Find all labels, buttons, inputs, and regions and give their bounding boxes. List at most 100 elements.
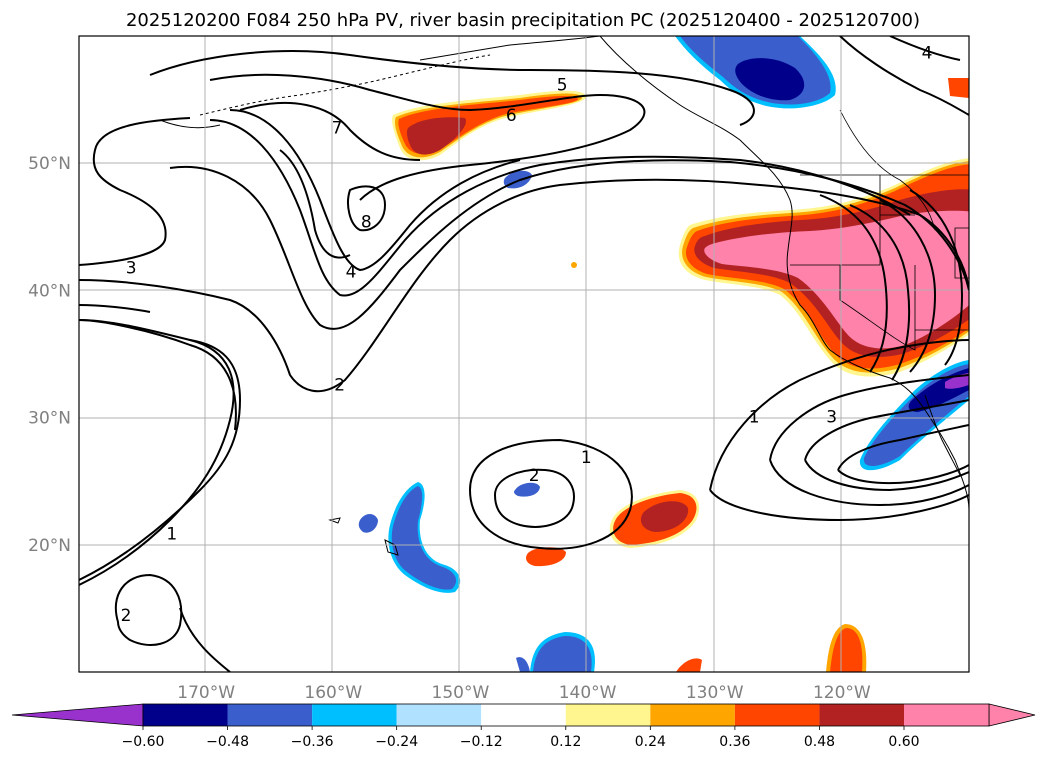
anomaly-positive-corner (948, 78, 969, 98)
pv-contour-4-east (837, 424, 969, 471)
colorbar-tick-label: 0.12 (550, 734, 581, 750)
pv-contour-4-northeast (839, 36, 969, 116)
pv-contour-2-west (79, 319, 237, 431)
colorbar-segment (904, 704, 989, 726)
pv-contour-3-west (79, 117, 191, 266)
pv-contour-label: 2 (334, 376, 345, 396)
colorbar-tick-label: 0.36 (719, 734, 750, 750)
pv-contour-1-center (468, 438, 633, 550)
pv-contour-west-coast-1 (819, 194, 888, 373)
pv-contour-5 (149, 50, 755, 126)
pv-contour-label: 2 (529, 466, 540, 486)
pv-contour-label: 3 (126, 259, 137, 279)
y-tick-label: 50°N (28, 154, 71, 174)
y-tick-label: 30°N (28, 409, 71, 429)
pv-contour-2-east (769, 374, 969, 461)
colorbar-segment (650, 704, 735, 726)
anomaly-negative-alaska (675, 36, 836, 109)
colorbar-segment (312, 704, 397, 726)
pv-contour-5-northeast (889, 36, 961, 61)
pv-contour-label: 5 (557, 75, 568, 95)
colorbar-tick-label: −0.48 (206, 734, 249, 750)
y-axis-ticks: 50°N 40°N 30°N 20°N (28, 154, 71, 556)
colorbar-tick-label: 0.24 (635, 734, 666, 750)
pv-contour-2-main (79, 178, 969, 393)
alaska-coast (419, 36, 601, 61)
colorbar-tick-label: −0.24 (375, 734, 418, 750)
pv-contours (79, 36, 969, 672)
pv-contour-label: 4 (922, 44, 933, 64)
pv-contour-7 (239, 101, 421, 161)
x-tick-label: 160°W (304, 683, 362, 703)
x-tick-label: 140°W (559, 683, 617, 703)
pv-contour-2-east-b (769, 459, 969, 507)
map-area: 5 6 7 8 4 3 2 1 2 1 2 1 3 4 (79, 36, 969, 672)
colorbar-extend-min (11, 703, 144, 727)
pv-contour-label: 2 (121, 606, 132, 626)
pv-contour-1-west (79, 319, 235, 586)
pv-contour-5b (279, 149, 351, 259)
x-axis-ticks: 170°W 160°W 150°W 140°W 130°W 120°W (177, 683, 871, 703)
state-border-5 (954, 227, 969, 279)
pv-contour-1-east-b (709, 489, 969, 522)
map-frame (78, 35, 970, 673)
pv-contour-label: 6 (506, 106, 517, 126)
pv-contour-6 (209, 73, 646, 201)
pv-contour-2-center (493, 468, 575, 528)
pv-contour-3-east-b (804, 459, 969, 492)
x-tick-label: 120°W (813, 683, 871, 703)
colorbar-segment (819, 704, 904, 726)
ocean-background (79, 36, 969, 672)
pv-contour-west-edge (79, 304, 151, 313)
state-border-2 (839, 265, 916, 351)
anomaly-positive-south (676, 658, 702, 672)
pv-contour-1-east (709, 339, 969, 491)
hawaii-island-small (328, 517, 341, 524)
anomaly-negative-small-center (514, 482, 540, 497)
pv-contour-west-coast-3 (879, 199, 937, 373)
colorbar-tick-label: −0.12 (460, 734, 503, 750)
colorbar-tick-label: 0.48 (804, 734, 835, 750)
pv-contour-4b (229, 109, 521, 272)
colorbar-extend-max (988, 703, 1036, 727)
colorbar-segment (565, 704, 651, 726)
x-tick-label: 170°W (177, 683, 235, 703)
pv-contour-4-east-b (837, 464, 969, 485)
colorbar-tick-label: −0.60 (122, 734, 165, 750)
colorbar-segment (481, 704, 566, 726)
anomaly-positive-small (526, 547, 566, 567)
colorbar-segment (227, 704, 313, 726)
pv-contour-west-coast-4 (909, 189, 964, 366)
anomaly-positive-dot (571, 262, 577, 268)
pv-contour-label: 7 (332, 119, 343, 139)
anomaly-negative-hawaii (358, 482, 461, 593)
anomaly-negative-south (516, 632, 595, 672)
anomaly-positive-westcoast (678, 158, 969, 377)
pv-contour-label: 4 (346, 262, 357, 282)
colorbar-tick-label: 0.60 (888, 734, 919, 750)
inland-border-1 (839, 109, 936, 231)
pv-contour-4 (209, 119, 911, 297)
pv-contour-2-southwest (114, 573, 183, 646)
pv-contour-label: 1 (581, 448, 592, 468)
colorbar-segment (396, 704, 482, 726)
y-tick-label: 20°N (28, 536, 71, 556)
colorbar-tick-label: −0.36 (291, 734, 334, 750)
chart-title: 2025120200 F084 250 hPa PV, river basin … (126, 10, 920, 31)
anomaly-positive-mexico (826, 624, 867, 672)
kamchatka-coast (159, 119, 221, 129)
pv-contour-8 (347, 185, 387, 232)
pv-contour-label: 3 (826, 407, 837, 427)
pv-contour-label: 8 (361, 213, 372, 233)
pv-contour-1-south (179, 607, 231, 672)
x-tick-label: 130°W (686, 683, 744, 703)
pv-contour-1-southwest (79, 339, 242, 581)
x-tick-label: 150°W (432, 683, 490, 703)
colorbar: −0.60 −0.48 −0.36 −0.24 −0.12 0.12 0.24 0.36 0.4… (11, 703, 1036, 750)
y-tick-label: 40°N (28, 281, 71, 301)
pv-contour-label: 1 (166, 524, 177, 544)
colorbar-segment (143, 704, 228, 726)
pv-contour-west-coast-2 (849, 204, 911, 381)
precip-shading (358, 36, 969, 672)
